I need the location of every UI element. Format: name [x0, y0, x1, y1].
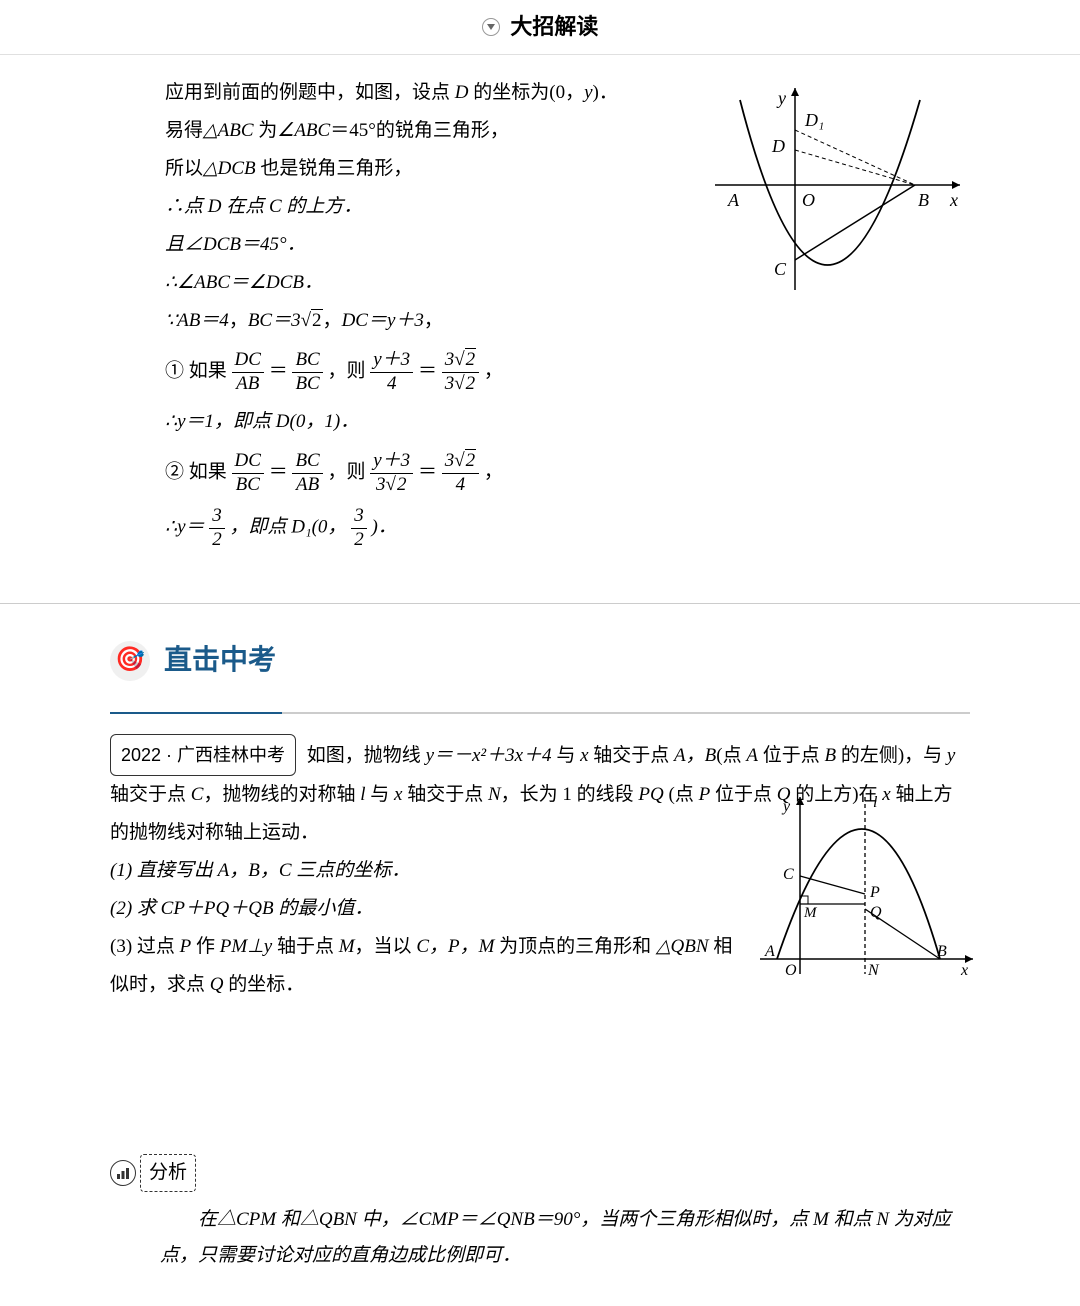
analysis-block: 分析 在△CPM 和△QBN 中，∠CMP＝∠QNB＝90°，当两个三角形相似时… — [0, 1144, 1080, 1304]
solution-case-2-result: ∴y＝ 32 ，即点 D₁(0， 32 )． — [165, 505, 965, 552]
problem-q2: (2) 求 CP＋PQ＋QB 的最小值． — [110, 890, 750, 928]
svg-text:l: l — [873, 794, 878, 811]
figure-parabola-1: y D₁ D A O B x C — [710, 80, 970, 300]
solution-case-1-result: ∴y＝1，即点 D(0，1)． — [165, 404, 965, 440]
solution-block: y D₁ D A O B x C 应用到前面的例题中，如图，设点 D 的坐标为(… — [0, 55, 1080, 574]
solution-line-7: ∵AB＝4，BC＝3√2，DC＝y＋3， — [165, 303, 965, 339]
svg-text:x: x — [960, 962, 968, 979]
svg-text:O: O — [802, 190, 815, 210]
svg-text:D₁: D₁ — [804, 110, 824, 130]
svg-text:B: B — [937, 943, 947, 960]
analysis-body: 在△CPM 和△QBN 中，∠CMP＝∠QNB＝90°，当两个三角形相似时，点 … — [110, 1202, 965, 1274]
problem-q1: (1) 直接写出 A，B，C 三点的坐标． — [110, 852, 750, 890]
svg-text:C: C — [774, 259, 787, 279]
figure-parabola-2: y l C P M Q A O N B x — [755, 789, 980, 979]
solution-case-1: ① 如果 DCAB ＝ BCBC ，则 y＋34 ＝ 3√23√2 ， — [165, 349, 965, 396]
section-divider — [0, 603, 1080, 604]
section-title: 直击中考 — [164, 634, 276, 687]
svg-text:O: O — [785, 962, 797, 979]
svg-text:B: B — [918, 190, 929, 210]
solution-case-2: ② 如果 DCBC ＝ BCAB ，则 y＋33√2 ＝ 3√24 ， — [165, 450, 965, 497]
svg-text:x: x — [949, 190, 958, 210]
section-heading: 🎯 直击中考 — [0, 634, 1080, 707]
target-icon: 🎯 — [110, 641, 150, 681]
header-title: 大招解读 — [510, 14, 598, 39]
svg-text:C: C — [783, 866, 794, 883]
svg-text:y: y — [781, 798, 791, 815]
svg-text:N: N — [867, 962, 880, 979]
svg-text:A: A — [727, 190, 740, 210]
svg-text:y: y — [776, 88, 786, 108]
problem-q3: (3) 过点 P 作 PM⊥y 轴于点 M，当以 C，P，M 为顶点的三角形和 … — [110, 928, 750, 1004]
svg-text:A: A — [764, 943, 775, 960]
problem-block: y l C P M Q A O N B x 2022 · 广西桂林中考 如图，抛… — [0, 714, 1080, 1024]
exam-tag: 2022 · 广西桂林中考 — [110, 734, 296, 776]
svg-text:P: P — [869, 884, 880, 901]
svg-text:D: D — [771, 136, 785, 156]
chevron-down-icon — [482, 18, 500, 36]
svg-text:M: M — [803, 905, 818, 921]
svg-text:Q: Q — [870, 904, 882, 921]
analysis-icon — [110, 1160, 136, 1186]
header-tab: 大招解读 — [0, 0, 1080, 55]
analysis-label: 分析 — [140, 1154, 196, 1192]
analysis-heading: 分析 — [110, 1154, 196, 1192]
